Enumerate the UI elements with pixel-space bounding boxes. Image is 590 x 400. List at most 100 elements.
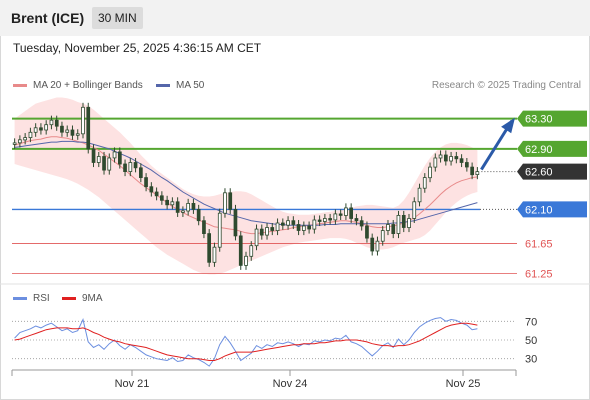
ma20-swatch <box>13 83 27 87</box>
candle-body <box>433 157 438 168</box>
candle-body <box>322 218 327 222</box>
candle-body <box>380 230 385 242</box>
candle-body <box>107 157 112 171</box>
candle-body <box>312 219 317 230</box>
level-tag-62.60 <box>517 163 587 180</box>
candle-body <box>202 220 206 234</box>
candle-body <box>181 210 185 213</box>
candle-body <box>54 119 59 127</box>
candle-body <box>28 131 33 139</box>
ma50-swatch <box>156 83 170 87</box>
candle-body <box>296 224 301 231</box>
candle-body <box>133 162 138 169</box>
legend-ma50-label: MA 50 <box>176 80 205 91</box>
legend-rsi-label: RSI <box>33 293 50 304</box>
candle-body <box>39 127 43 131</box>
candle-body <box>75 133 80 136</box>
candle-body <box>154 191 159 197</box>
candle-body <box>359 220 364 227</box>
candle-body <box>149 186 154 193</box>
candle-body <box>223 192 227 214</box>
candle-body <box>328 218 333 221</box>
candle-body <box>238 235 243 266</box>
candle-body <box>280 222 285 226</box>
candle-body <box>349 207 354 219</box>
candle-body <box>118 151 122 165</box>
candle-body <box>307 225 312 230</box>
candle-body <box>86 106 91 150</box>
candle-body <box>459 158 464 163</box>
rsi-swatch <box>13 296 27 300</box>
candle-body <box>396 214 401 234</box>
header-bar: Brent (ICE) 30 MIN <box>0 0 590 36</box>
candle-body <box>454 156 459 160</box>
candle-body <box>91 148 96 163</box>
legend-ma50: MA 50 <box>156 80 204 91</box>
candle-body <box>159 195 164 201</box>
datetime-label: Tuesday, November 25, 2025 4:36:15 AM CE… <box>13 41 262 55</box>
credit-text: Research © 2025 Trading Central <box>431 80 581 91</box>
candle-body <box>123 163 127 172</box>
candle-body <box>65 129 70 133</box>
level-tag-62.90 <box>517 140 587 157</box>
x-tick-label: Nov 25 <box>446 378 481 390</box>
candle-body <box>401 214 406 228</box>
rsi-ma-line <box>14 322 478 361</box>
candle-body <box>270 227 275 231</box>
candle-body <box>191 202 196 210</box>
x-tick-label: Nov 21 <box>115 378 150 390</box>
candle-body <box>391 224 396 235</box>
level-label-62.90: 62.90 <box>525 144 553 156</box>
candle-body <box>212 246 217 263</box>
candle-body <box>470 166 475 176</box>
candle-body <box>12 142 17 145</box>
candle-body <box>128 162 133 173</box>
candle-body <box>249 245 254 257</box>
candle-body <box>138 167 143 179</box>
candle-body <box>422 177 427 189</box>
x-tick-label: Nov 24 <box>273 378 308 390</box>
candle-body <box>438 154 443 159</box>
candle-body <box>228 192 233 210</box>
candle-body <box>17 139 22 144</box>
candle-body <box>333 213 338 221</box>
candle-body <box>96 156 101 163</box>
rsi-tick-label: 70 <box>525 316 537 328</box>
candle-body <box>365 225 369 239</box>
candle-body <box>449 156 453 162</box>
candle-body <box>407 218 411 229</box>
candle-body <box>196 208 201 222</box>
candle-body <box>254 228 259 247</box>
projection-arrow-head <box>501 117 515 134</box>
rsi-tick-label: 50 <box>525 335 537 347</box>
legend-rsi-ma: 9MA <box>62 293 103 304</box>
candle-body <box>428 166 432 179</box>
level-label-63.30: 63.30 <box>525 114 553 126</box>
candle-body <box>233 208 238 237</box>
candle-body <box>386 224 390 231</box>
candle-body <box>370 237 375 252</box>
candle-body <box>475 171 480 176</box>
level-label-62.60: 62.60 <box>525 167 553 179</box>
candle-body <box>144 177 148 188</box>
legend-rsi: RSI <box>13 293 50 304</box>
candle-body <box>417 187 422 203</box>
candle-body <box>60 125 64 133</box>
candle-body <box>81 106 85 135</box>
timeframe-button[interactable]: 30 MIN <box>92 7 143 29</box>
candle-body <box>70 129 75 136</box>
legend-rsi-ma-label: 9MA <box>82 293 103 304</box>
candle-body <box>443 154 448 162</box>
rsi-line <box>14 317 478 367</box>
level-tag-63.30 <box>517 110 587 127</box>
candle-body <box>49 119 54 126</box>
rsi-ma-swatch <box>62 296 76 300</box>
candle-body <box>23 137 28 141</box>
candle-body <box>354 218 359 222</box>
instrument-title: Brent (ICE) <box>11 10 85 26</box>
candle-body <box>170 201 175 206</box>
candle-body <box>186 202 190 212</box>
candle-body <box>165 199 169 206</box>
